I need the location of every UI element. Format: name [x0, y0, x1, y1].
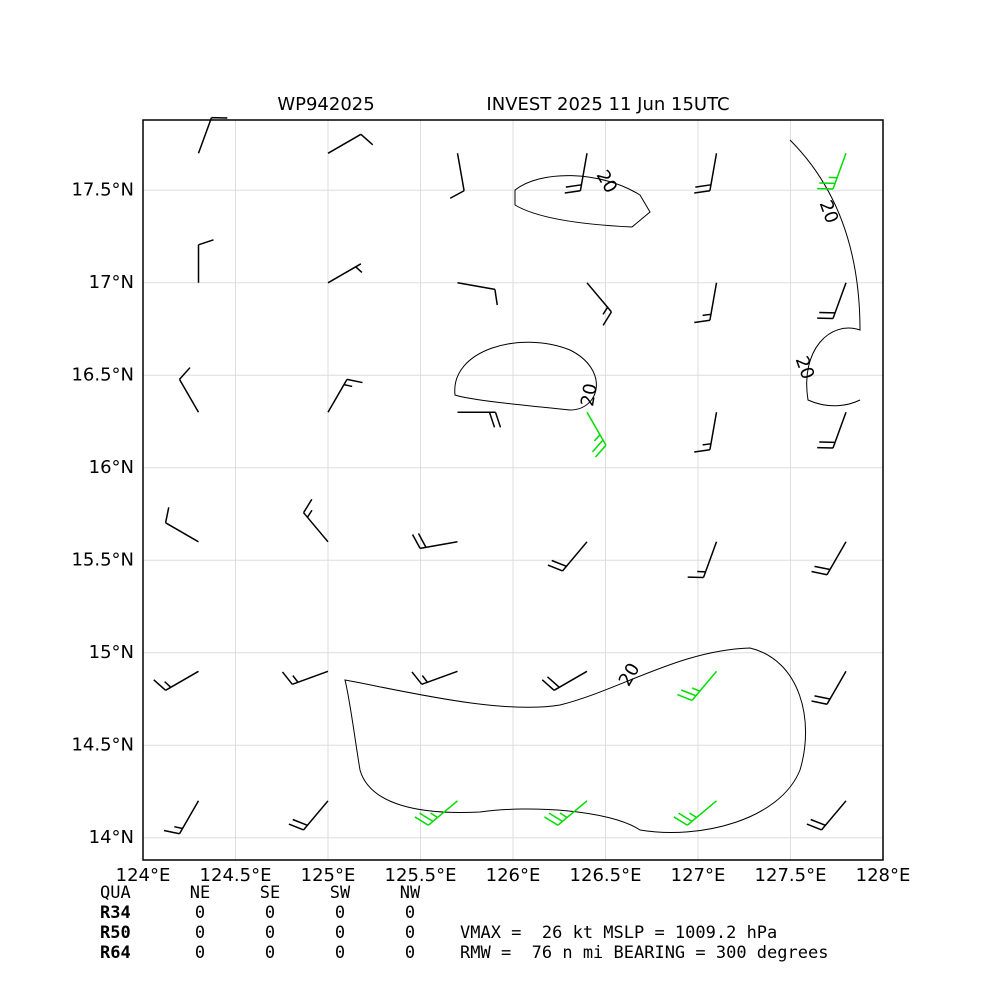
table-cell: 0: [265, 903, 275, 923]
wind-barb: [327, 378, 363, 413]
x-tick-label: 125°E: [301, 865, 356, 886]
contour-label: 20: [577, 382, 602, 408]
wind-barb: [411, 533, 458, 550]
wind-barb: [449, 153, 465, 199]
wind-barb: [457, 411, 502, 428]
wind-barb: [163, 800, 200, 835]
table-cell: 0: [195, 943, 205, 963]
contour: [514, 175, 651, 228]
y-tick-label: 14.5°N: [71, 734, 134, 755]
contour: [789, 139, 861, 407]
barbs: [153, 116, 847, 835]
wind-barb: [457, 282, 498, 306]
wind-barb: [817, 282, 847, 320]
wind-barb: [817, 153, 847, 190]
table-cell: R34: [100, 903, 131, 923]
wind-barb: [694, 282, 718, 324]
table-cell: 0: [405, 943, 415, 963]
wind-barb: [564, 153, 588, 194]
wind-barb: [541, 670, 588, 691]
wind-barb: [164, 507, 199, 543]
wind-barb: [281, 670, 329, 686]
y-tick-label: 14°N: [89, 827, 134, 848]
table-header: SW: [330, 883, 351, 903]
x-tick-label: 124.5°E: [200, 865, 272, 886]
wind-barb: [544, 800, 588, 826]
table-cell: 0: [195, 903, 205, 923]
y-tick-label: 16.5°N: [71, 364, 134, 385]
table-header: NE: [190, 883, 210, 903]
table-cell: R50: [100, 923, 131, 943]
wind-barb: [811, 670, 847, 705]
wind-barb: [694, 153, 718, 194]
y-tick-label: 17°N: [89, 272, 134, 293]
wind-barb: [586, 411, 607, 458]
wind-barb: [687, 541, 718, 579]
wind-barb: [327, 263, 363, 284]
wind-barb: [153, 670, 199, 691]
contour: [454, 341, 597, 411]
y-tick-label: 15.5°N: [71, 549, 134, 570]
wind-barb: [327, 133, 374, 154]
wind-barb: [197, 116, 228, 154]
table-header: NW: [400, 883, 421, 903]
wind-barb: [547, 541, 588, 572]
wind-barb: [288, 800, 329, 831]
wind-barb: [178, 367, 200, 413]
table-cell: R64: [100, 943, 131, 963]
table-cell: 0: [335, 903, 345, 923]
wind-barb: [302, 498, 329, 543]
table-header: SE: [260, 883, 280, 903]
plot-frame: [142, 119, 884, 861]
x-tick-label: 124°E: [116, 865, 171, 886]
wind-barb: [811, 541, 847, 576]
x-tick-label: 126°E: [486, 865, 541, 886]
table-cell: 0: [265, 923, 275, 943]
table-cell: 0: [335, 943, 345, 963]
wind-barb: [414, 800, 458, 826]
wind-barb: [411, 670, 458, 686]
summary-line: VMAX = 26 kt MSLP = 1009.2 hPa: [460, 923, 777, 943]
wind-barb: [817, 412, 847, 449]
table-cell: 0: [405, 923, 415, 943]
wind-barb: [197, 239, 214, 283]
title-left: WP942025: [277, 94, 374, 115]
wind-barb: [677, 670, 718, 702]
table-header: QUA: [100, 883, 131, 903]
contours: [344, 139, 861, 833]
y-tick-label: 17.5°N: [71, 179, 134, 200]
x-tick-label: 128°E: [856, 865, 911, 886]
title-right: INVEST 2025 11 Jun 15UTC: [486, 94, 729, 115]
table-cell: 0: [265, 943, 275, 963]
summary-line: RMW = 76 n mi BEARING = 300 degrees: [460, 943, 828, 963]
x-tick-label: 126.5°E: [570, 865, 642, 886]
contour: [344, 647, 807, 833]
x-tick-label: 125.5°E: [385, 865, 457, 886]
wind-barb: [673, 800, 717, 826]
wind-barb: [806, 800, 847, 831]
y-tick-label: 15°N: [89, 642, 134, 663]
y-tick-label: 16°N: [89, 457, 134, 478]
table-cell: 0: [335, 923, 345, 943]
x-tick-label: 127.5°E: [755, 865, 827, 886]
table-cell: 0: [405, 903, 415, 923]
table-cell: 0: [195, 923, 205, 943]
wind-barb: [586, 282, 613, 326]
grid: [142, 120, 884, 860]
wind-barb: [694, 412, 718, 453]
x-tick-label: 127°E: [671, 865, 726, 886]
